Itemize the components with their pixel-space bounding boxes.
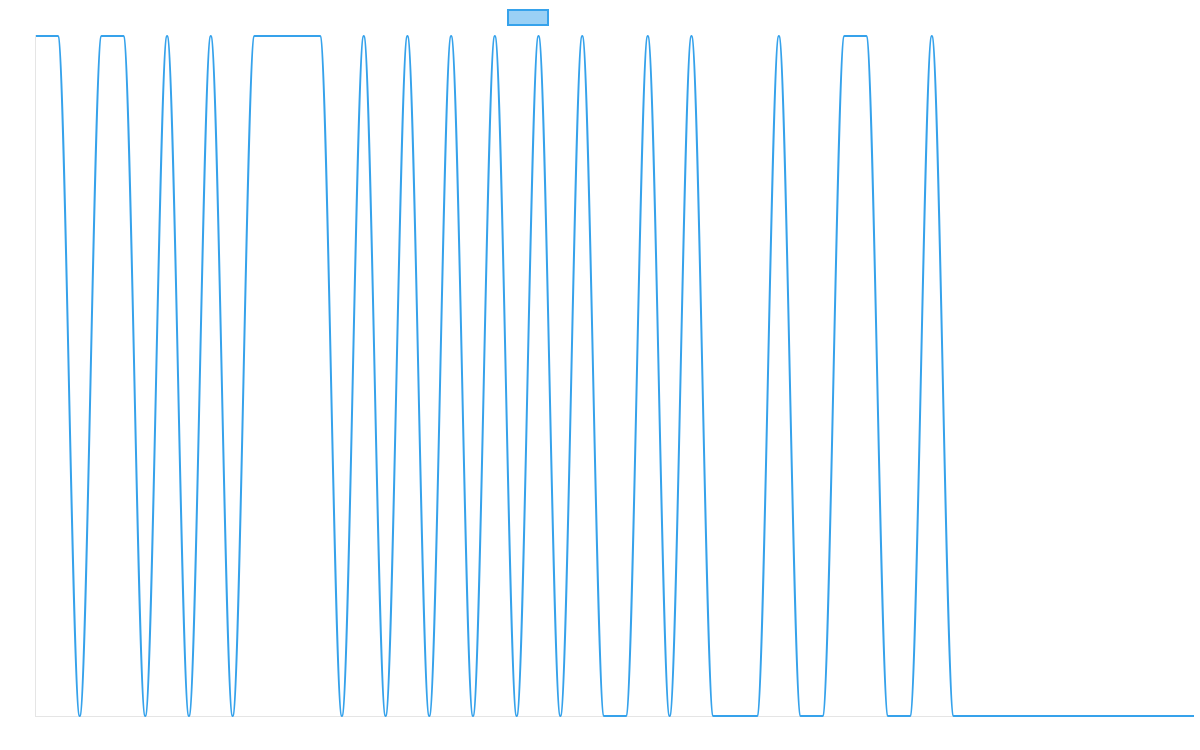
data-point[interactable] (1191, 713, 1197, 719)
chart-legend[interactable] (507, 9, 549, 26)
data-point[interactable] (1104, 713, 1110, 719)
data-point[interactable] (295, 33, 301, 39)
data-point[interactable] (361, 33, 367, 39)
data-point[interactable] (820, 713, 826, 719)
data-point[interactable] (208, 33, 214, 39)
data-point[interactable] (470, 713, 476, 719)
data-point[interactable] (1016, 713, 1022, 719)
data-point[interactable] (1147, 713, 1153, 719)
data-point[interactable] (579, 33, 585, 39)
data-point[interactable] (688, 33, 694, 39)
data-point[interactable] (776, 33, 782, 39)
data-point[interactable] (1082, 713, 1088, 719)
data-point[interactable] (492, 33, 498, 39)
data-point[interactable] (973, 713, 979, 719)
data-point[interactable] (339, 713, 345, 719)
data-point[interactable] (404, 33, 410, 39)
data-point[interactable] (383, 713, 389, 719)
data-point[interactable] (1038, 713, 1044, 719)
data-point[interactable] (994, 713, 1000, 719)
data-point[interactable] (514, 713, 520, 719)
data-point[interactable] (601, 713, 607, 719)
data-point[interactable] (667, 713, 673, 719)
data-point[interactable] (623, 713, 629, 719)
data-point[interactable] (885, 713, 891, 719)
series-line[interactable] (36, 35, 1194, 717)
data-point[interactable] (448, 33, 454, 39)
data-point[interactable] (251, 33, 257, 39)
legend-swatch[interactable] (507, 9, 549, 26)
data-point[interactable] (120, 33, 126, 39)
data-point[interactable] (732, 713, 738, 719)
data-point[interactable] (907, 713, 913, 719)
data-point[interactable] (142, 713, 148, 719)
data-point[interactable] (1060, 713, 1066, 719)
data-point[interactable] (1125, 713, 1131, 719)
data-point[interactable] (186, 713, 192, 719)
data-point[interactable] (1169, 713, 1175, 719)
chart-axes (35, 35, 1194, 717)
data-point[interactable] (273, 33, 279, 39)
data-point[interactable] (754, 713, 760, 719)
data-point[interactable] (230, 713, 236, 719)
data-point[interactable] (536, 33, 542, 39)
data-point[interactable] (863, 33, 869, 39)
data-point[interactable] (426, 713, 432, 719)
data-point[interactable] (99, 33, 105, 39)
data-point[interactable] (557, 713, 563, 719)
data-point[interactable] (77, 713, 83, 719)
data-point[interactable] (55, 33, 61, 39)
data-point[interactable] (317, 33, 323, 39)
data-point[interactable] (164, 33, 170, 39)
data-point[interactable] (841, 33, 847, 39)
series-layer (33, 33, 1197, 719)
data-point[interactable] (710, 713, 716, 719)
data-point[interactable] (645, 33, 651, 39)
data-point[interactable] (798, 713, 804, 719)
data-point[interactable] (929, 33, 935, 39)
data-point[interactable] (33, 33, 39, 39)
data-point[interactable] (951, 713, 957, 719)
